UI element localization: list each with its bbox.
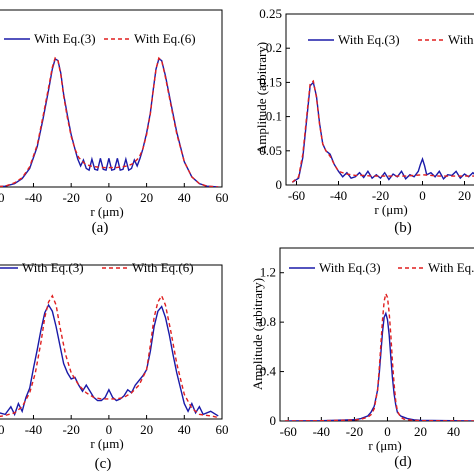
x-tick-label: 0: [419, 188, 426, 203]
series-line-eq3: [291, 80, 474, 183]
panel-label: (d): [394, 454, 412, 470]
x-tick-label: 20: [414, 424, 427, 439]
x-tick-label: 40: [447, 424, 460, 439]
series-line-eq6: [291, 79, 474, 183]
legend-label: With Eq.(6): [428, 260, 474, 275]
x-tick-label: -40: [313, 424, 330, 439]
legend-label: With Eq.(3): [338, 32, 400, 47]
y-tick-label: 0.1: [266, 109, 282, 124]
panel-label: (a): [92, 220, 109, 236]
x-tick-label: -60: [288, 188, 305, 203]
plot-frame: [0, 9, 223, 188]
y-tick-label: 0.4: [260, 364, 277, 379]
y-tick-label: 0.25: [259, 6, 282, 21]
panel-label: (c): [95, 456, 112, 472]
x-tick-label: -40: [330, 188, 347, 203]
x-tick-label: 20: [140, 190, 153, 205]
x-tick-label: -20: [372, 188, 389, 203]
y-tick-label: 0: [276, 177, 283, 192]
x-tick-label: -40: [25, 190, 42, 205]
x-tick-label: -20: [63, 190, 80, 205]
x-tick-label: 40: [178, 190, 191, 205]
legend-label: With Eq.(3): [34, 31, 96, 46]
x-tick-label: 60: [216, 190, 229, 205]
y-tick-label: 0.15: [259, 74, 282, 89]
x-tick-label: -60: [0, 190, 4, 205]
chart-panel-b: -60 -40 -20 0 20 r (μm) 0 0.05 0.1 0.15 0.2 0.25 Amp…: [254, 6, 474, 236]
series-line-eq6: [0, 56, 219, 187]
y-tick-label: 0: [270, 413, 277, 428]
y-axis-label: Amplitude (arbitrary): [254, 42, 269, 154]
x-tick-label: -40: [25, 422, 42, 437]
x-tick-label: 0: [384, 424, 391, 439]
x-tick-label: 0: [106, 422, 113, 437]
x-tick-label: 20: [140, 422, 153, 437]
x-axis-label: r (μm): [90, 436, 123, 451]
series-line-eq6: [284, 291, 474, 421]
x-tick-label: -60: [280, 424, 297, 439]
x-tick-label: -20: [63, 422, 80, 437]
legend-label: With Eq.(6): [134, 31, 196, 46]
legend-label: With Eq.(3): [319, 260, 381, 275]
x-tick-label: 0: [106, 190, 113, 205]
x-axis-label: r (μm): [90, 204, 123, 219]
y-tick-label: 0.8: [260, 314, 276, 329]
series-line-eq6: [0, 294, 219, 419]
x-axis-label: r (μm): [374, 202, 407, 217]
legend-label: With Eq.(6): [132, 260, 194, 275]
y-tick-label: 0.2: [266, 40, 282, 55]
series-line-eq3: [0, 303, 219, 417]
y-tick-label: 0.05: [259, 143, 282, 158]
x-tick-label: 60: [216, 422, 229, 437]
x-tick-label: 20: [458, 188, 471, 203]
chart-panel-a: -60 -40 -20 0 20 40 60 r (μm) With Eq.(3) With Eq…: [0, 9, 229, 236]
legend-label: With Eq.(3): [22, 260, 84, 275]
y-axis-label: Amplitude (arbitrary): [250, 278, 265, 390]
legend-label: With Eq.(6): [448, 32, 474, 47]
x-axis-label: r (μm): [368, 438, 401, 453]
series-line-eq3: [284, 311, 474, 421]
y-tick-label: 1.2: [260, 265, 276, 280]
plot-frame: [285, 13, 474, 186]
panel-label: (b): [394, 220, 412, 236]
plot-frame: [0, 264, 223, 420]
chart-panel-c: -60 -40 -20 0 20 40 60 r (μm) With Eq.(3) With Eq…: [0, 260, 229, 472]
x-tick-label: 40: [178, 422, 191, 437]
x-tick-label: -20: [346, 424, 363, 439]
x-tick-label: -60: [0, 422, 4, 437]
